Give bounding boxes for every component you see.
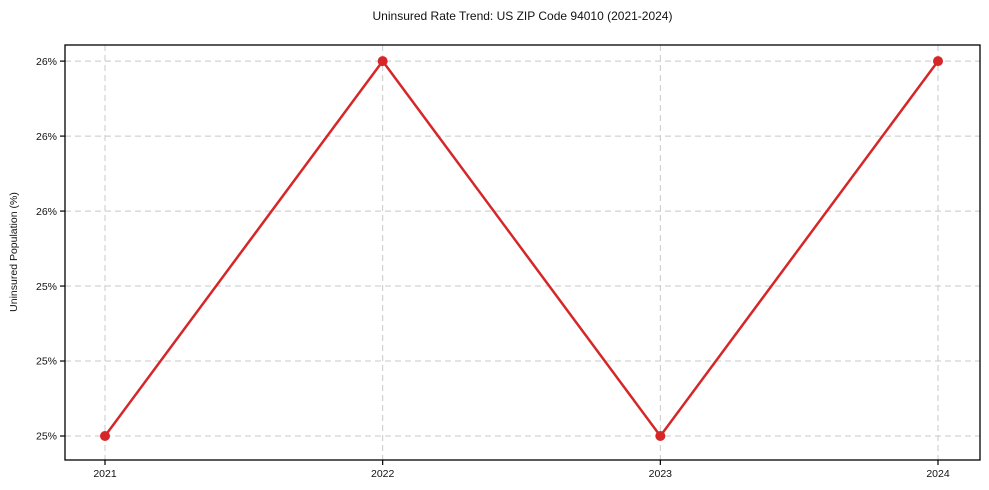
data-point-2024	[933, 56, 943, 67]
x-tick-label: 2024	[926, 468, 950, 480]
x-tick-label: 2022	[371, 468, 395, 480]
data-point-2022	[377, 56, 388, 67]
y-tick-label: 26%	[36, 131, 57, 143]
trend-line	[103, 59, 940, 438]
y-tick-label: 26%	[36, 206, 57, 218]
x-tick-label: 2023	[649, 468, 673, 480]
plot-border	[64, 44, 981, 461]
x-tick-label: 2021	[93, 468, 117, 480]
y-tick-label: 26%	[36, 56, 57, 68]
data-point-2023	[655, 431, 666, 442]
chart-title: Uninsured Rate Trend: US ZIP Code 94010 …	[372, 9, 673, 23]
y-tick-label: 25%	[36, 431, 57, 443]
y-tick-label: 25%	[36, 281, 57, 293]
y-tick-label: 25%	[36, 356, 57, 368]
data-point-2021	[100, 431, 110, 442]
